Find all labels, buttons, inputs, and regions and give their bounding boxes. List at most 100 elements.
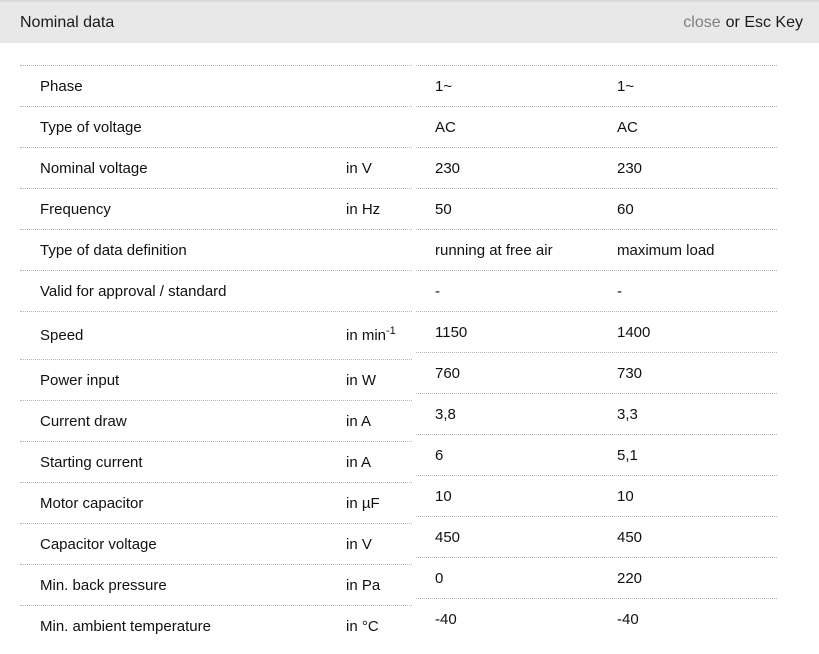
row-label: Starting current	[40, 453, 143, 471]
row-value-2: 60	[617, 200, 634, 218]
row-value-2: -40	[617, 610, 639, 628]
nominal-data-table: Phase Type of voltage Nominal voltage in V F…	[0, 65, 819, 646]
row-label: Min. back pressure	[40, 576, 167, 594]
close-controls: close or Esc Key	[683, 14, 803, 32]
row-unit: in Hz	[346, 201, 412, 218]
row-value-2: -	[617, 282, 622, 300]
row-label: Min. ambient temperature	[40, 617, 211, 635]
table-row: -40 -40	[416, 598, 777, 639]
row-unit: in µF	[346, 495, 412, 512]
table-row: 50 60	[416, 188, 777, 229]
values-table: 1~ 1~ AC AC 230 230 50 60 running at free air max…	[416, 65, 777, 639]
table-row: Phase	[20, 65, 412, 106]
row-unit-text: in V	[346, 535, 372, 553]
row-unit-text: in µF	[346, 494, 380, 512]
table-row: 0 220	[416, 557, 777, 598]
row-value-1: 450	[435, 528, 461, 546]
table-row: AC AC	[416, 106, 777, 147]
row-unit-text: in °C	[346, 617, 379, 635]
row-unit-text: in A	[346, 453, 372, 471]
table-row: Min. back pressure in Pa	[20, 564, 412, 605]
table-row: 760 730	[416, 352, 777, 393]
esc-key-hint: or Esc Key	[725, 13, 803, 31]
row-value-1: 50	[435, 200, 452, 218]
table-row: --	[416, 270, 777, 311]
row-value-1: running at free air	[435, 241, 553, 259]
table-row: 6 5,1	[416, 434, 777, 475]
row-value-2: 220	[617, 569, 643, 587]
row-label: Speed	[40, 327, 84, 344]
row-unit-superscript: -1	[386, 325, 396, 337]
table-row: Min. ambient temperature in °C	[20, 605, 412, 646]
row-value-1: 3,8	[435, 405, 456, 423]
parameters-table: Phase Type of voltage Nominal voltage in V F…	[20, 65, 412, 646]
row-label: Valid for approval / standard	[40, 282, 227, 300]
table-row: 1~ 1~	[416, 65, 777, 106]
row-value-2: AC	[617, 118, 638, 136]
table-row: 230 230	[416, 147, 777, 188]
row-value-2: maximum load	[617, 241, 715, 259]
row-value-2: 1400	[617, 323, 651, 341]
row-label: Motor capacitor	[40, 494, 144, 512]
row-value-1: 230	[435, 159, 461, 177]
row-value-2: 230	[617, 159, 643, 177]
table-row: 10 10	[416, 475, 777, 516]
row-unit: in A	[346, 454, 412, 471]
row-unit: in A	[346, 413, 412, 430]
row-value-1: AC	[435, 118, 456, 136]
table-row: Type of voltage	[20, 106, 412, 147]
close-button[interactable]: close	[683, 13, 721, 31]
row-label: Current draw	[40, 412, 127, 430]
row-label: Frequency	[40, 200, 111, 218]
row-value-2: 730	[617, 364, 643, 382]
row-label: Nominal voltage	[40, 159, 148, 177]
table-row: 3,8 3,3	[416, 393, 777, 434]
panel-title: Nominal data	[20, 13, 115, 31]
row-label: Type of data definition	[40, 241, 187, 259]
row-value-2: 5,1	[617, 446, 638, 464]
row-value-1: 6	[435, 446, 444, 464]
table-row: Starting current in A	[20, 441, 412, 482]
row-unit: in V	[346, 160, 412, 177]
table-row: 1150 1400	[416, 311, 777, 352]
row-unit: in V	[346, 536, 412, 553]
table-row: Nominal voltage in V	[20, 147, 412, 188]
row-value-1: 1150	[435, 323, 468, 341]
row-unit-text: in min	[346, 327, 387, 344]
row-unit: in W	[346, 372, 412, 389]
row-unit-text: in A	[346, 412, 372, 430]
row-unit: in Pa	[346, 577, 412, 594]
table-row: Motor capacitor in µF	[20, 482, 412, 523]
table-row: running at free air maximum load	[416, 229, 777, 270]
row-value-1: 0	[435, 569, 444, 587]
row-value-2: 450	[617, 528, 643, 546]
row-value-1: 760	[435, 364, 461, 382]
row-unit: in min-1	[346, 325, 412, 345]
row-unit-text: in Pa	[346, 576, 381, 594]
row-unit-text: in W	[346, 371, 376, 389]
row-label: Phase	[40, 77, 83, 95]
table-row: Power input in W	[20, 359, 412, 400]
table-row: Type of data definition	[20, 229, 412, 270]
row-unit: in °C	[346, 618, 412, 635]
table-row: Valid for approval / standard	[20, 270, 412, 311]
row-value-2: 1~	[617, 77, 635, 95]
row-unit-text: in V	[346, 159, 372, 177]
table-row: Capacitor voltage in V	[20, 523, 412, 564]
row-value-1: -40	[435, 610, 457, 628]
table-row: Speed in min-1	[20, 311, 412, 359]
row-value-2: 3,3	[617, 405, 638, 423]
row-value-2: 10	[617, 487, 634, 505]
table-row: 450 450	[416, 516, 777, 557]
row-value-1: 10	[435, 487, 452, 505]
panel-header: Nominal data close or Esc Key	[0, 0, 819, 43]
row-label: Power input	[40, 371, 120, 389]
table-row: Current draw in A	[20, 400, 412, 441]
row-value-1: -	[435, 282, 440, 300]
row-label: Type of voltage	[40, 118, 142, 136]
row-label: Capacitor voltage	[40, 535, 157, 553]
row-unit-text: in Hz	[346, 200, 381, 218]
table-row: Frequency in Hz	[20, 188, 412, 229]
row-value-1: 1~	[435, 77, 453, 95]
